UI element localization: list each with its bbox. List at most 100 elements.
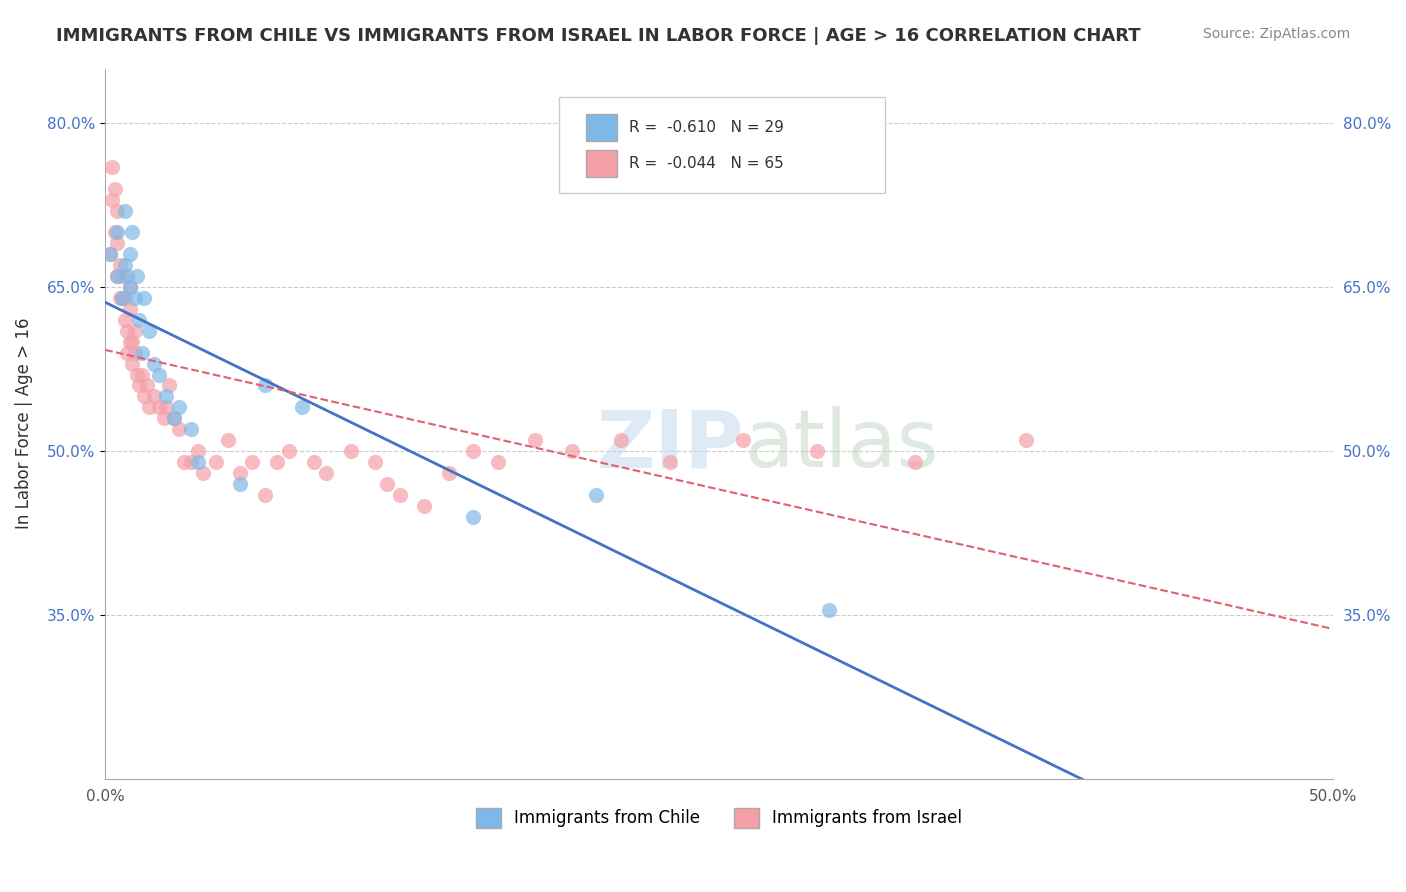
Point xyxy=(118,280,141,294)
Point xyxy=(118,280,141,294)
Point xyxy=(155,389,177,403)
Point xyxy=(143,389,166,403)
Point xyxy=(101,193,124,207)
Text: R =  -0.044   N = 65: R = -0.044 N = 65 xyxy=(630,156,785,171)
Point xyxy=(463,444,485,458)
Point xyxy=(193,466,215,480)
Point xyxy=(128,378,150,392)
Point xyxy=(114,258,136,272)
Point xyxy=(229,476,252,491)
Y-axis label: In Labor Force | Age > 16: In Labor Force | Age > 16 xyxy=(15,318,32,530)
Point xyxy=(157,378,180,392)
Point xyxy=(101,160,124,174)
Point xyxy=(143,357,166,371)
Text: ZIP: ZIP xyxy=(596,406,744,484)
Point xyxy=(114,291,136,305)
Text: R =  -0.610   N = 29: R = -0.610 N = 29 xyxy=(630,120,785,135)
Point xyxy=(561,444,583,458)
Point xyxy=(118,334,141,349)
Point xyxy=(658,455,681,469)
Point xyxy=(523,433,546,447)
Point xyxy=(153,411,176,425)
Point xyxy=(98,247,121,261)
Point xyxy=(180,455,202,469)
Point xyxy=(115,324,138,338)
Point xyxy=(124,291,146,305)
Point xyxy=(124,324,146,338)
Point xyxy=(98,247,121,261)
Point xyxy=(138,401,160,415)
Text: IMMIGRANTS FROM CHILE VS IMMIGRANTS FROM ISRAEL IN LABOR FORCE | AGE > 16 CORREL: IMMIGRANTS FROM CHILE VS IMMIGRANTS FROM… xyxy=(56,27,1140,45)
Point xyxy=(121,357,143,371)
Point xyxy=(167,422,190,436)
Point xyxy=(486,455,509,469)
Legend: Immigrants from Chile, Immigrants from Israel: Immigrants from Chile, Immigrants from I… xyxy=(470,801,969,835)
Point xyxy=(114,203,136,218)
Point xyxy=(134,291,156,305)
Point xyxy=(111,291,134,305)
Point xyxy=(437,466,460,480)
Point xyxy=(904,455,927,469)
Point xyxy=(121,334,143,349)
Text: atlas: atlas xyxy=(745,406,939,484)
Point xyxy=(364,455,387,469)
Point xyxy=(128,313,150,327)
Point xyxy=(115,269,138,284)
Point xyxy=(135,378,157,392)
Point xyxy=(108,258,131,272)
Point xyxy=(217,433,239,447)
Point xyxy=(187,444,209,458)
Point xyxy=(124,345,146,359)
Point xyxy=(104,226,127,240)
Point xyxy=(105,226,128,240)
Point xyxy=(180,422,202,436)
FancyBboxPatch shape xyxy=(586,114,617,141)
Point xyxy=(105,269,128,284)
Point xyxy=(806,444,828,458)
FancyBboxPatch shape xyxy=(560,97,884,193)
Point xyxy=(463,509,485,524)
Point xyxy=(377,476,399,491)
Point xyxy=(290,401,312,415)
Point xyxy=(111,291,134,305)
Point xyxy=(173,455,195,469)
FancyBboxPatch shape xyxy=(586,150,617,178)
Point xyxy=(266,455,288,469)
Point xyxy=(121,226,143,240)
Point xyxy=(114,313,136,327)
Point xyxy=(105,269,128,284)
Point xyxy=(104,182,127,196)
Point xyxy=(115,345,138,359)
Point xyxy=(105,203,128,218)
Point xyxy=(155,401,177,415)
Point xyxy=(242,455,264,469)
Point xyxy=(818,602,841,616)
Point xyxy=(1015,433,1038,447)
Point xyxy=(134,389,156,403)
Point xyxy=(388,488,411,502)
Point xyxy=(118,301,141,316)
Point xyxy=(163,411,186,425)
Point xyxy=(125,368,148,382)
Point xyxy=(339,444,361,458)
Point xyxy=(131,368,153,382)
Point xyxy=(138,324,160,338)
Point xyxy=(108,291,131,305)
Point xyxy=(585,488,607,502)
Point xyxy=(148,401,170,415)
Point xyxy=(302,455,325,469)
Point xyxy=(187,455,209,469)
Point xyxy=(609,433,631,447)
Point xyxy=(105,236,128,251)
Point xyxy=(315,466,337,480)
Point xyxy=(167,401,190,415)
Point xyxy=(148,368,170,382)
Point xyxy=(125,269,148,284)
Point xyxy=(413,499,436,513)
Point xyxy=(118,247,141,261)
Point xyxy=(253,378,276,392)
Point xyxy=(229,466,252,480)
Point xyxy=(204,455,226,469)
Point xyxy=(278,444,301,458)
Point xyxy=(163,411,186,425)
